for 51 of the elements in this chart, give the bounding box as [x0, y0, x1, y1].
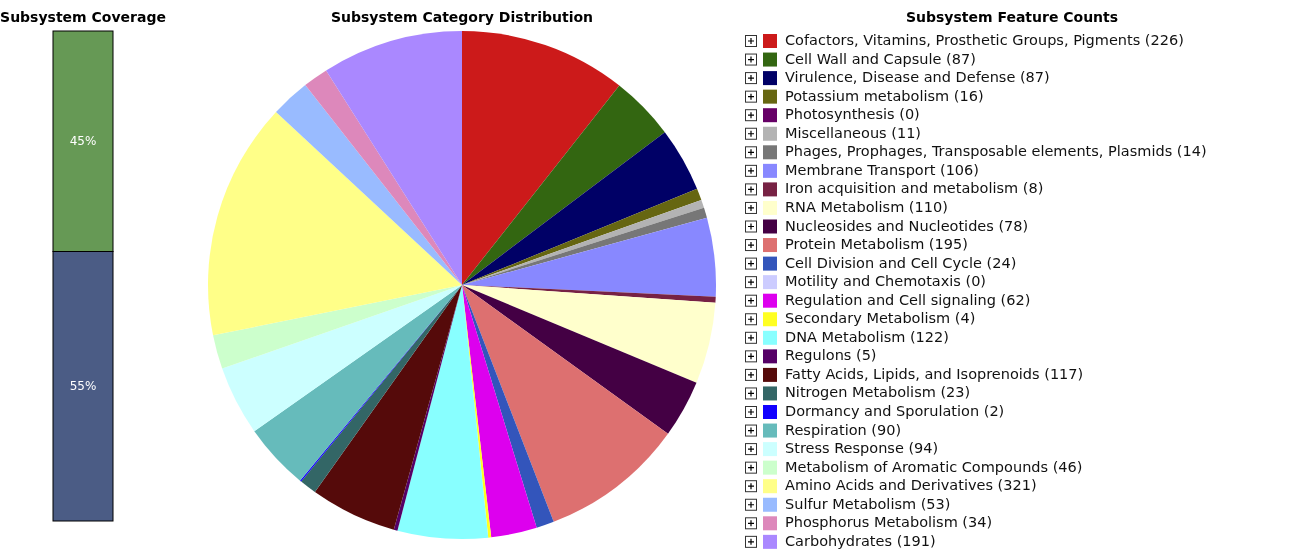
legend-label: Cell Division and Cell Cycle (24) [785, 254, 1017, 271]
pie-slice [305, 70, 462, 285]
legend-label: Virulence, Disease and Defense (87) [785, 69, 1050, 86]
legend-label: Regulons (5) [785, 347, 877, 364]
legend-label: Metabolism of Aromatic Compounds (46) [785, 458, 1083, 475]
legend-label: Protein Metabolism (195) [785, 236, 968, 253]
legend-label: RNA Metabolism (110) [785, 198, 948, 215]
legend-label: Membrane Transport (106) [785, 161, 979, 178]
pie-slice [462, 285, 554, 528]
pie-slice [462, 285, 668, 522]
pie-slice [462, 285, 716, 383]
legend-label: Regulation and Cell signaling (62) [785, 291, 1031, 308]
pie-slice [208, 112, 462, 336]
pie-slice [314, 285, 462, 530]
legend-label: Cofactors, Vitamins, Prosthetic Groups, Pigments (226) [785, 32, 1184, 48]
pie-slice [462, 217, 716, 297]
legend-label: Photosynthesis (0) [785, 106, 920, 123]
legend-label: Nitrogen Metabolism (23) [785, 384, 971, 401]
legend-label: Cell Wall and Capsule (87) [785, 50, 976, 67]
pie-slice [462, 85, 665, 285]
data-label: 45% [69, 133, 97, 148]
pie-slice [326, 31, 462, 285]
legend-label: Dormancy and Sporulation (2) [785, 403, 1005, 419]
pie-slice [397, 285, 489, 539]
legend-title: Subsystem Feature Counts [905, 9, 1119, 25]
legend-label: Fatty Acids, Lipids, and Isoprenoids (117) [785, 365, 1084, 382]
legend-label: Secondary Metabolism (4) [785, 310, 976, 327]
legend-label: Nucleosides and Nucleotides (78) [785, 217, 1029, 234]
pie-slice [213, 285, 462, 369]
chart-title: Subsystem Category Distribution [330, 9, 594, 25]
legend-label: Iron acquisition and metabolism (8) [785, 180, 1044, 197]
chart-title: Subsystem Coverage [0, 9, 166, 25]
legend-label: Motility and Chemotaxis (0) [785, 273, 987, 290]
legend-label: DNA Metabolism (122) [785, 328, 949, 345]
legend-label: Phosphorus Metabolism (34) [785, 514, 993, 531]
pie-slice [462, 285, 537, 538]
pie-slice [462, 31, 620, 285]
pie-slice [222, 285, 462, 432]
legend-label: Potassium metabolism (16) [785, 87, 984, 104]
legend-label: Phages, Prophages, Transposable elements, Plasmids (14) [785, 143, 1207, 160]
legend-label: Sulfur Metabolism (53) [785, 495, 951, 512]
legend-label: Amino Acids and Derivatives (321) [785, 477, 1037, 494]
legend-label: Carbohydrates (191) [785, 532, 936, 549]
pie-slice [462, 132, 698, 285]
data-label: 55% [69, 378, 97, 393]
pie-slice [254, 285, 462, 481]
legend-label: Stress Response (94) [785, 440, 939, 457]
pie-slice [462, 285, 697, 434]
legend-label: Miscellaneous (11) [785, 124, 922, 141]
legend-label: Respiration (90) [785, 421, 902, 438]
pie-slice [276, 85, 462, 285]
